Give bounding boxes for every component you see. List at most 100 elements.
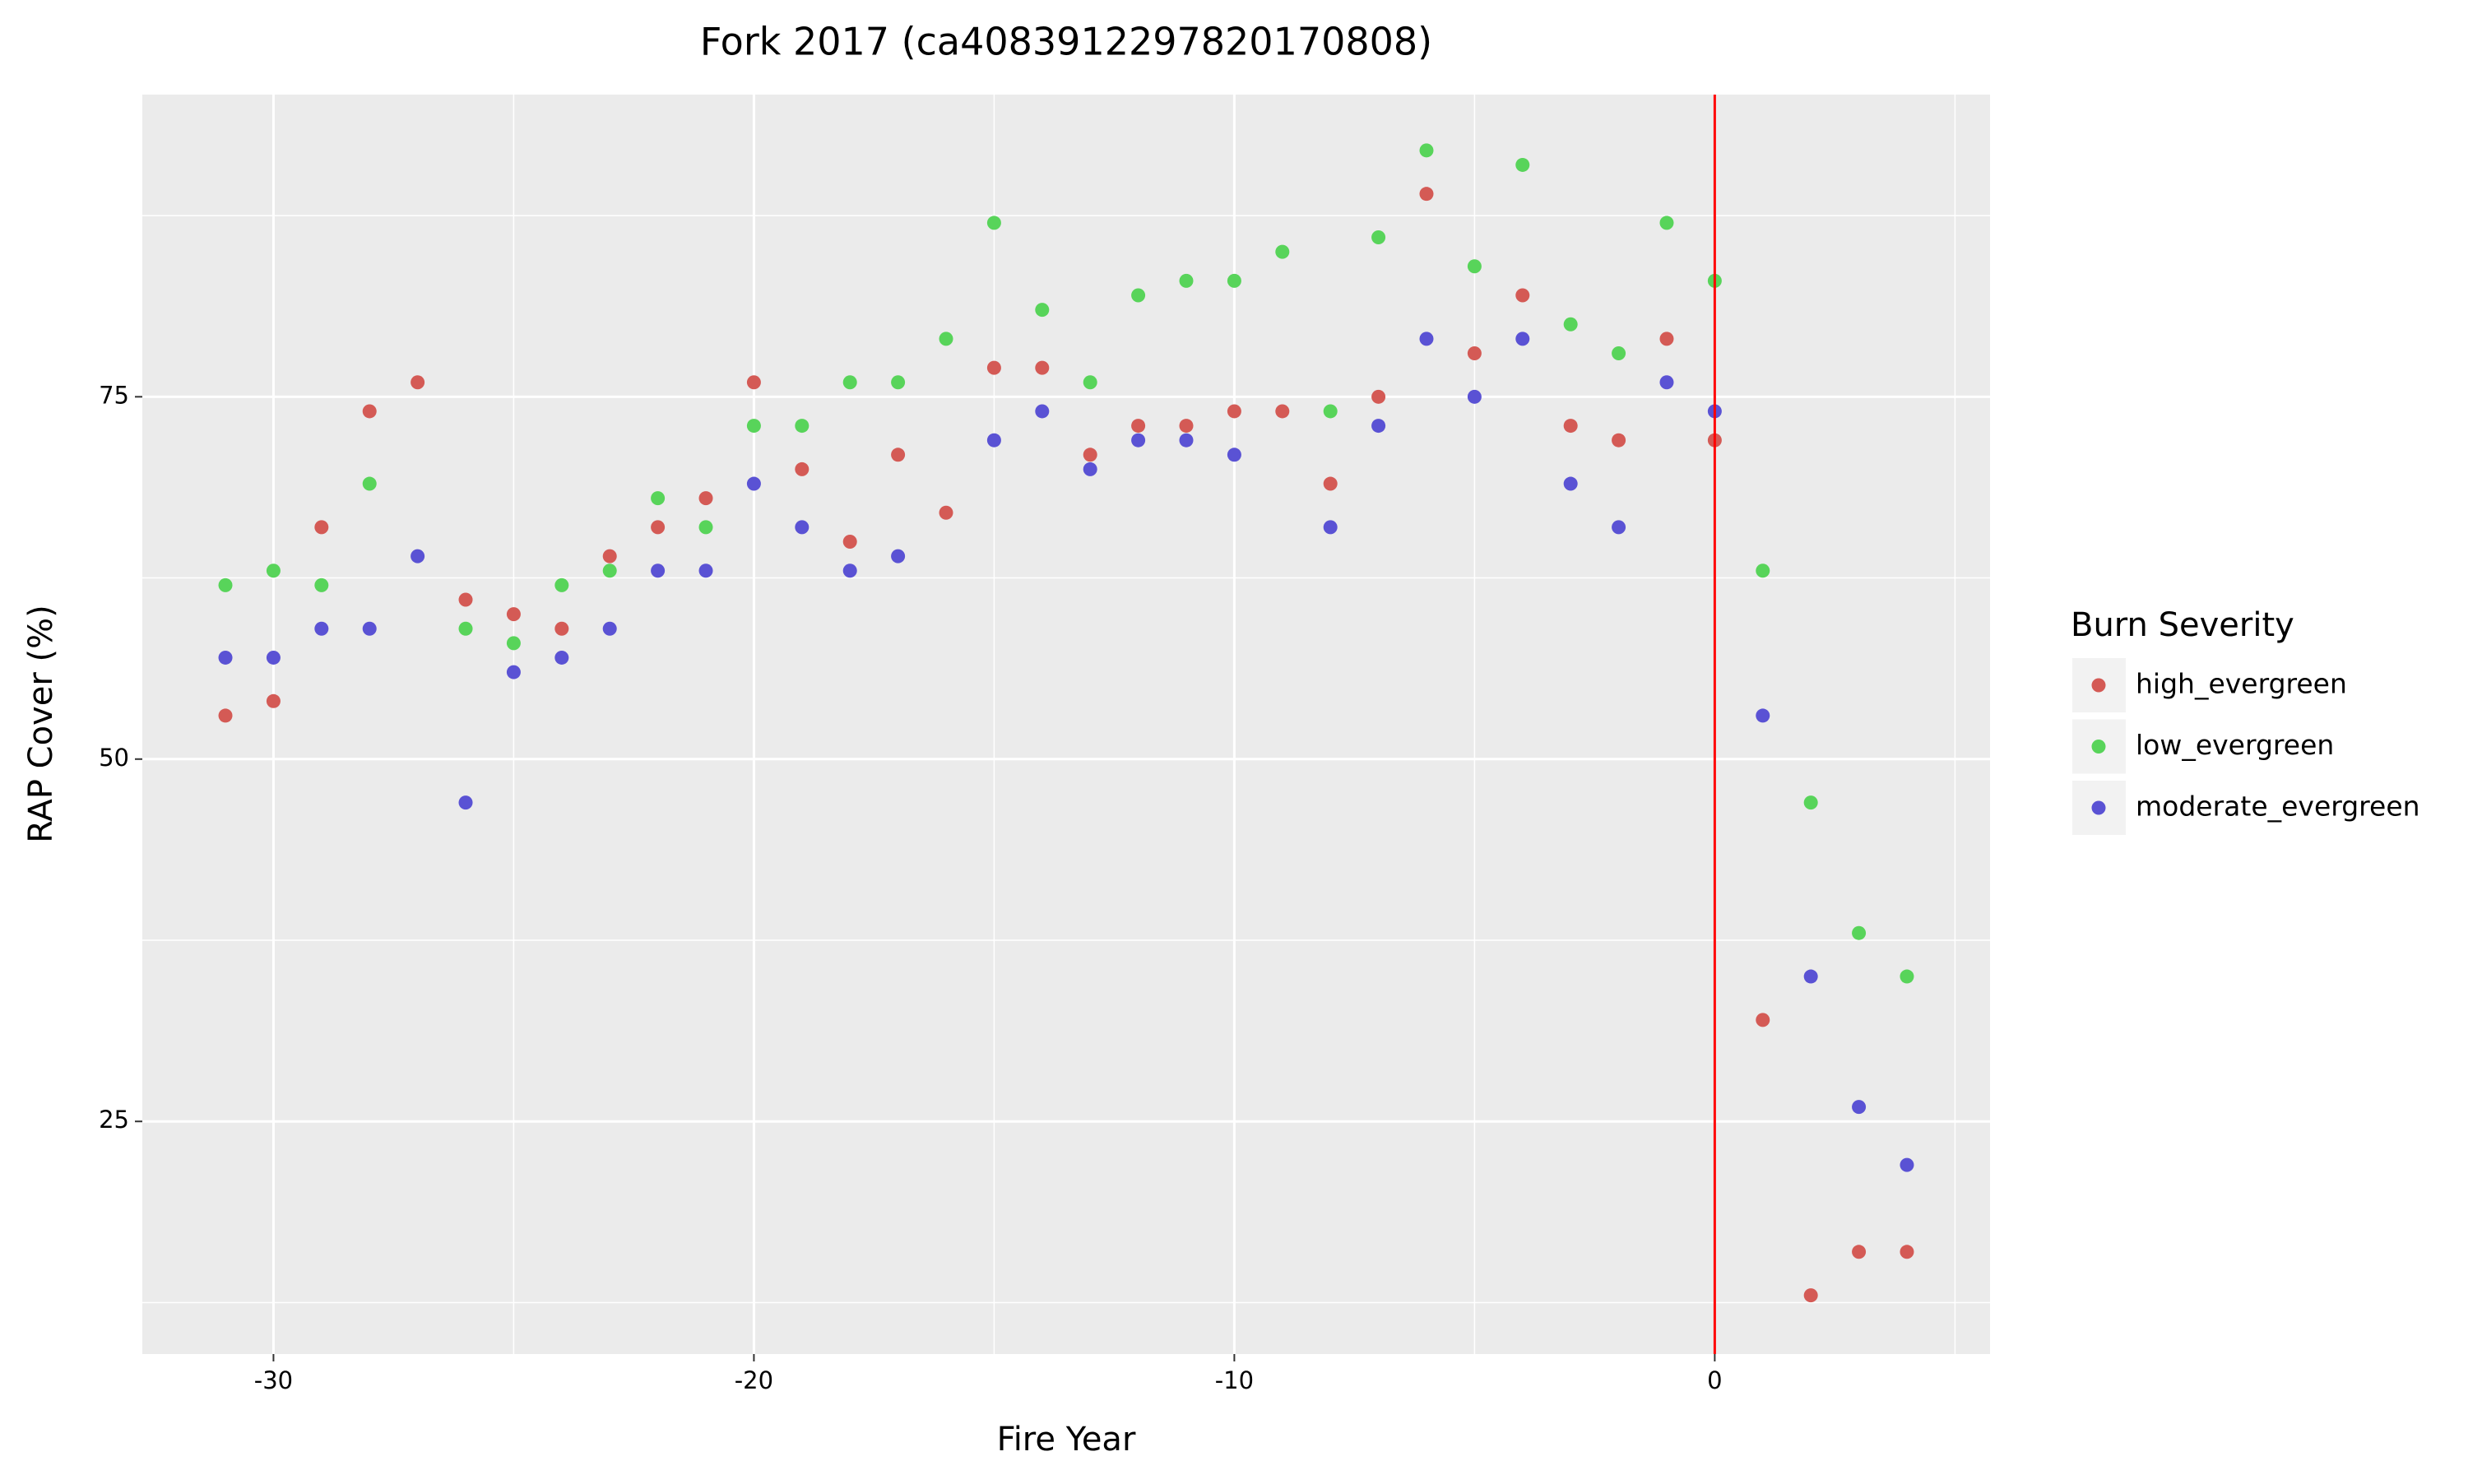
data-point (458, 592, 473, 607)
data-point (1371, 419, 1386, 434)
x-tick-label: 0 (1707, 1366, 1722, 1394)
data-point (1083, 375, 1097, 390)
data-point (1083, 461, 1097, 476)
data-point (266, 563, 281, 578)
data-point (362, 476, 377, 491)
data-point (1803, 969, 1818, 984)
data-point (698, 563, 713, 578)
data-point (1852, 1100, 1867, 1115)
data-point (746, 419, 761, 434)
data-point (1467, 259, 1482, 274)
y-tick-label: 25 (99, 1106, 129, 1134)
data-point (554, 650, 569, 665)
x-tick-label: -10 (1215, 1366, 1254, 1394)
data-point (1563, 317, 1578, 332)
data-point (651, 563, 666, 578)
data-point (1035, 303, 1050, 318)
data-point (554, 621, 569, 636)
data-point (1227, 273, 1241, 288)
data-point (1035, 360, 1050, 375)
data-point (1131, 419, 1146, 434)
data-point (1515, 332, 1530, 346)
data-point (1803, 795, 1818, 810)
data-point (1612, 345, 1626, 360)
data-point (939, 505, 953, 520)
data-point (1467, 345, 1482, 360)
data-point (1563, 419, 1578, 434)
data-point (1179, 433, 1194, 448)
data-point (362, 621, 377, 636)
data-point (746, 375, 761, 390)
data-point (1371, 230, 1386, 245)
data-point (842, 563, 857, 578)
data-point (1756, 563, 1770, 578)
data-point (1563, 476, 1578, 491)
data-point (1131, 288, 1146, 303)
data-point (1419, 187, 1434, 202)
data-point (842, 375, 857, 390)
data-point (795, 419, 810, 434)
data-point (1467, 389, 1482, 404)
data-point (554, 577, 569, 592)
data-point (314, 621, 329, 636)
data-point (698, 491, 713, 506)
data-point (266, 693, 281, 708)
y-axis-label: RAP Cover (%) (22, 605, 60, 842)
data-point (1659, 332, 1674, 346)
data-point (1227, 404, 1241, 419)
data-point (1035, 404, 1050, 419)
data-point (218, 650, 233, 665)
data-point (1419, 143, 1434, 158)
legend-marker (2091, 740, 2106, 754)
data-point (986, 216, 1001, 230)
data-point (1323, 404, 1338, 419)
data-point (362, 404, 377, 419)
data-point (1756, 708, 1770, 723)
data-point (698, 520, 713, 535)
x-axis-label: Fire Year (997, 1421, 1136, 1458)
data-point (1852, 1245, 1867, 1259)
data-point (891, 448, 906, 462)
data-point (1227, 448, 1241, 462)
data-point (1131, 433, 1146, 448)
data-point (1323, 520, 1338, 535)
data-point (651, 491, 666, 506)
data-point (458, 621, 473, 636)
legend-label: low_evergreen (2136, 729, 2334, 761)
legend-label: high_evergreen (2136, 668, 2347, 700)
data-point (986, 360, 1001, 375)
data-point (891, 375, 906, 390)
legend-marker (2091, 678, 2106, 693)
legend-title: Burn Severity (2071, 606, 2294, 644)
data-point (746, 476, 761, 491)
data-point (602, 549, 617, 563)
data-point (266, 650, 281, 665)
y-tick-label: 50 (99, 744, 129, 772)
data-point (458, 795, 473, 810)
data-point (411, 375, 425, 390)
data-point (1900, 1245, 1914, 1259)
data-point (1179, 419, 1194, 434)
legend-label: moderate_evergreen (2136, 791, 2420, 823)
data-point (1756, 1013, 1770, 1027)
data-point (218, 708, 233, 723)
x-tick-label: -20 (735, 1366, 773, 1394)
data-point (1275, 244, 1290, 259)
data-point (1083, 448, 1097, 462)
data-point (1275, 404, 1290, 419)
data-point (842, 535, 857, 550)
data-point (1900, 969, 1914, 984)
data-point (602, 563, 617, 578)
data-point (1612, 520, 1626, 535)
data-point (506, 665, 521, 679)
data-point (1515, 157, 1530, 172)
data-point (218, 577, 233, 592)
data-point (1852, 925, 1867, 940)
data-point (1323, 476, 1338, 491)
data-point (795, 520, 810, 535)
data-point (1900, 1157, 1914, 1172)
data-point (602, 621, 617, 636)
chart-title: Fork 2017 (ca4083912297820170808) (700, 20, 1432, 64)
data-point (1612, 433, 1626, 448)
